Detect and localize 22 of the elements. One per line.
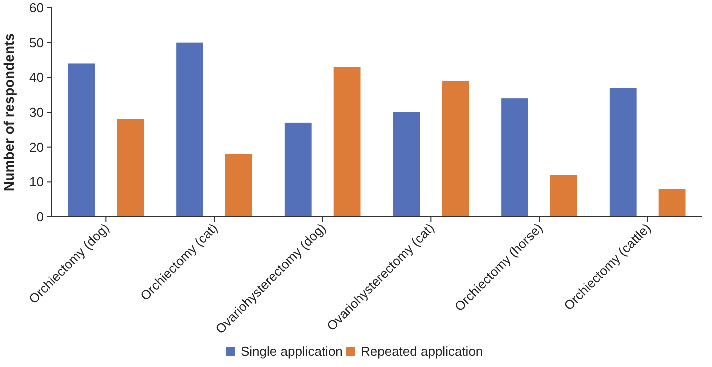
y-axis-title: Number of respondents — [1, 33, 17, 192]
legend-label: Single application — [241, 344, 343, 359]
bar — [68, 64, 96, 217]
bar — [117, 119, 144, 217]
y-tick-label: 10 — [30, 174, 44, 190]
y-tick-label: 20 — [30, 140, 44, 155]
y-tick-label: 0 — [36, 210, 44, 225]
bar — [658, 189, 686, 217]
legend-label: Repeated application — [361, 344, 484, 359]
bar — [176, 42, 204, 217]
bar — [284, 122, 312, 217]
bar — [550, 175, 578, 217]
y-tick-label: 50 — [30, 35, 44, 50]
y-tick-label: 30 — [30, 105, 44, 120]
bar — [442, 81, 470, 217]
y-tick-label: 60 — [30, 0, 44, 16]
bar — [334, 67, 361, 217]
bar — [226, 154, 252, 217]
bar — [502, 98, 528, 217]
y-tick-label: 40 — [30, 70, 44, 86]
bar — [393, 112, 420, 217]
bar — [610, 88, 637, 217]
